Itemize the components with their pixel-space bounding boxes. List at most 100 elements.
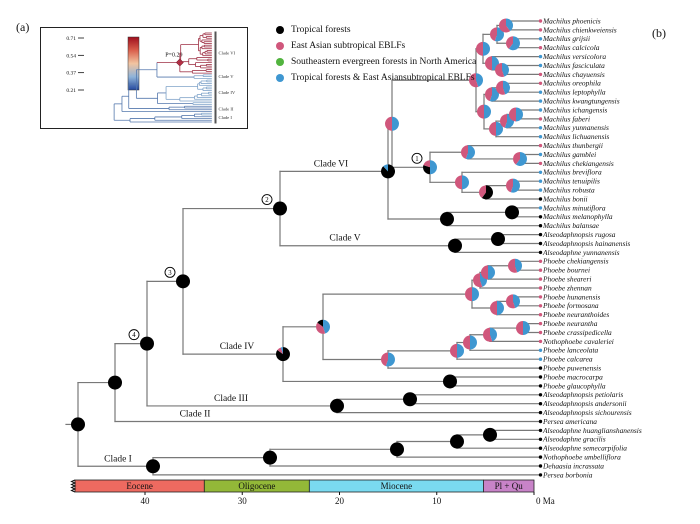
node-pie-slice xyxy=(481,185,493,200)
node-pie-slice xyxy=(385,116,392,131)
tip-state-dot xyxy=(538,179,543,183)
node-pie-slice xyxy=(462,175,469,190)
inset-panel: 0.71 0.54 0.37 0.21 P=0.29 Clade VI Clade V Cla… xyxy=(66,31,236,124)
tip-species-label: Machilus grijsii xyxy=(542,34,590,43)
node-pie-slice xyxy=(488,265,495,280)
node-pie-slice xyxy=(385,352,395,367)
node-pie-slice xyxy=(461,145,468,159)
node-pie-slice xyxy=(483,41,490,56)
node-number-badge xyxy=(411,152,423,164)
legend-item-label: Southeastern evergreen forests in North … xyxy=(291,57,477,67)
tip-state-dot xyxy=(538,250,543,255)
colorbar-tick-label: 0.21 xyxy=(66,88,76,94)
timescale-tick-label: 30 xyxy=(238,496,248,506)
inset-clade-bar xyxy=(214,73,217,80)
node-pie xyxy=(108,375,122,390)
tip-species-label: Phoebe chekiangensis xyxy=(542,257,609,266)
node-pie xyxy=(403,392,417,407)
tip-state-dot xyxy=(538,357,543,361)
tip-species-label: Machilus lichuanensis xyxy=(542,132,609,141)
clade-label: Clade VI xyxy=(314,159,348,169)
node-pie-slice xyxy=(473,273,483,288)
node-pie-slice xyxy=(455,175,462,190)
tip-state-dot xyxy=(538,206,543,210)
node-pie-slice xyxy=(506,294,516,309)
tip-species-label: Machilus fasciculata xyxy=(542,61,605,70)
tip-species-label: Alseodaphnopsis hainanensis xyxy=(542,239,630,248)
node-pie-slice xyxy=(508,258,518,273)
timescale-tick-label: 10 xyxy=(432,496,442,506)
tip-state-dot xyxy=(538,304,543,308)
node-number: 3 xyxy=(168,270,172,277)
inset-clade-bar-label: Clade VI xyxy=(219,51,236,56)
node-pie-slice xyxy=(476,41,483,56)
tip-state-dot xyxy=(538,72,543,77)
node-pie-slice xyxy=(317,319,323,327)
node-pie-slice xyxy=(513,294,520,309)
blue-dot-icon xyxy=(276,74,284,82)
node-pie-slice xyxy=(489,87,499,102)
node-pie xyxy=(450,434,464,449)
inset-clade-bar-label: Clade I xyxy=(219,115,233,120)
node-pie-slice xyxy=(499,18,511,33)
tip-species-label: Phoebe bournei xyxy=(542,266,590,275)
clade-label: Clade V xyxy=(329,234,360,244)
tip-species-label: Phoebe sheareri xyxy=(542,275,591,284)
colorbar-tick-label: 0.71 xyxy=(66,36,76,42)
timescale-epoch-label: Miocene xyxy=(381,481,413,491)
tip-state-dot xyxy=(538,215,543,219)
node-pie-slice xyxy=(496,121,503,136)
tip-state-dot xyxy=(538,339,543,344)
inset-clade-bar xyxy=(214,78,217,107)
tip-species-label: Alseodaphnopsis sichourensis xyxy=(542,408,632,417)
tip-species-label: Machilus calcicola xyxy=(542,43,600,52)
tip-species-label: Alseodaphne semecarpifolia xyxy=(542,444,627,453)
legend-item-east-asian-eblf: East Asian subtropical EBLFs xyxy=(276,38,476,54)
node-pie xyxy=(443,374,457,389)
node-number: 1 xyxy=(415,156,418,163)
tip-state-dot xyxy=(538,46,543,50)
tip-species-label: Machilus breviflora xyxy=(542,168,602,177)
node-pie-slice xyxy=(463,335,470,350)
node-pie xyxy=(448,238,462,253)
node-pie-slice xyxy=(505,36,513,49)
tip-state-dot xyxy=(538,330,543,335)
node-pie-slice xyxy=(465,145,475,160)
tip-species-label: Alseodaphne gracilis xyxy=(542,435,606,444)
legend-item-label: East Asian subtropical EBLFs xyxy=(291,41,406,51)
legend-item-tropical: Tropical forests xyxy=(276,22,476,38)
node-pie-slice xyxy=(469,73,479,88)
tip-species-label: Phoebe macrocarpa xyxy=(542,372,603,381)
tip-state-dot xyxy=(538,313,543,317)
panel-a-label: (a) xyxy=(16,20,30,34)
geologic-timescale: Eocene Oligocene Miocene Pl + Qu 40 30 20 10 0 M… xyxy=(70,479,555,506)
clade-label: Clade II xyxy=(180,410,211,420)
tip-state-dot xyxy=(538,161,543,166)
node-pie-slice xyxy=(497,301,504,316)
tip-state-dot xyxy=(538,54,543,59)
tip-species-label: Machilus phoenicis xyxy=(542,16,601,25)
tip-state-dot xyxy=(538,366,543,370)
tip-species-label: Phoebe calcarea xyxy=(542,355,593,364)
tip-species-label: Machilus melanophylla xyxy=(542,212,613,221)
black-dot-icon xyxy=(276,26,284,34)
node-number-badge xyxy=(164,266,176,278)
tip-state-dot xyxy=(538,170,543,174)
tip-species-label: Phoebe zhennan xyxy=(542,283,592,292)
tip-species-label: Phoebe lanceolata xyxy=(542,346,599,355)
legend-item-tropical-and-eblf: Tropical forests & East Asiansubtropical… xyxy=(276,70,476,86)
node-pie-slice xyxy=(485,87,492,102)
tip-species-label: Alseodaphne yunnanensis xyxy=(542,248,620,257)
timescale-epoch-label: Pl + Qu xyxy=(495,481,524,491)
tip-state-dot xyxy=(538,143,543,148)
node-pie xyxy=(330,398,344,413)
tip-state-dot xyxy=(538,402,543,406)
node-pie-slice xyxy=(500,114,507,128)
tip-species-label: Phoebe neuranthoides xyxy=(542,310,609,319)
tip-state-dot xyxy=(538,259,543,263)
node-pie-slice xyxy=(515,258,523,273)
tip-species-label: Phoebe hunanensis xyxy=(542,292,600,301)
node-pie-slice xyxy=(516,107,523,122)
clade-label: Clade III xyxy=(214,394,248,404)
